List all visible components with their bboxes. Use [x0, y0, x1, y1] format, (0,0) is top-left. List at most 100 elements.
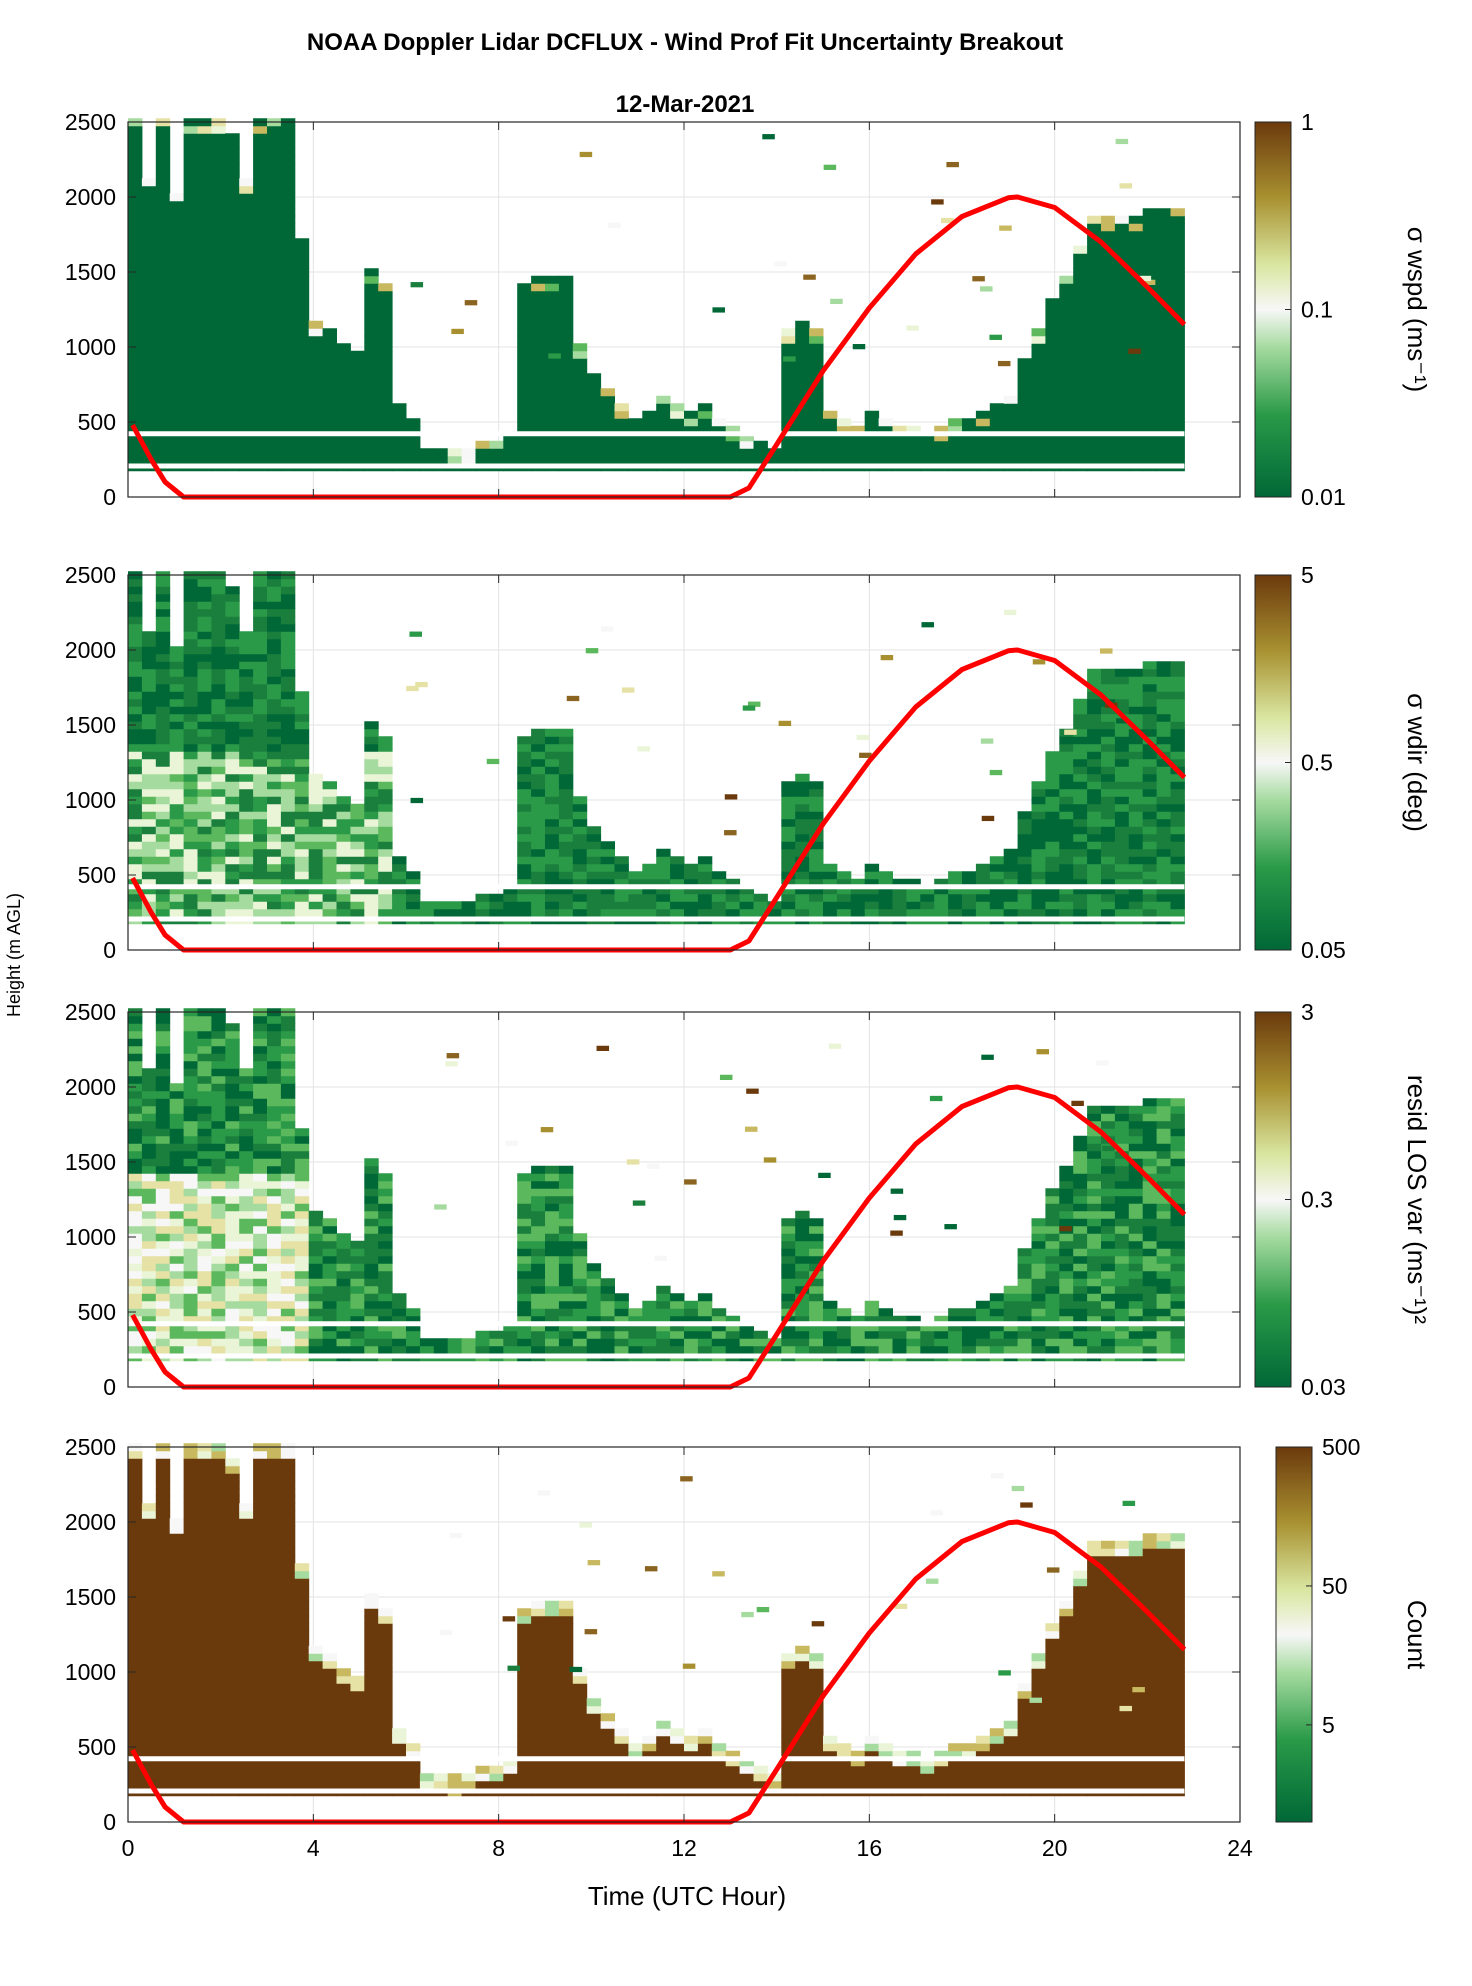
heatmap-cell	[1101, 773, 1116, 782]
heatmap-cell	[239, 200, 254, 209]
heatmap-cell	[1114, 1105, 1130, 1114]
heatmap-cell	[280, 1345, 296, 1354]
heatmap-cell	[572, 358, 588, 367]
heatmap-cell	[183, 721, 198, 730]
heatmap-cell	[1059, 335, 1074, 344]
heatmap-cell	[253, 878, 268, 887]
heatmap-cell	[406, 440, 421, 449]
heatmap-cell	[239, 1135, 254, 1144]
heatmap-cell	[989, 418, 1005, 427]
heatmap-cell	[128, 163, 143, 172]
heatmap-cell	[364, 440, 379, 449]
heatmap-cell	[267, 1120, 282, 1129]
heatmap-cell	[336, 403, 351, 412]
heatmap-cell	[864, 908, 880, 917]
heatmap-cell	[558, 796, 574, 805]
heatmap-cell	[308, 395, 324, 404]
heatmap-cell	[197, 1593, 212, 1602]
heatmap-cell	[253, 373, 268, 382]
y-tick-label: 2000	[65, 184, 116, 210]
heatmap-cell	[531, 871, 546, 880]
heatmap-cell	[169, 1173, 185, 1182]
heatmap-cell	[586, 1263, 602, 1272]
heatmap-cell	[1128, 1188, 1144, 1197]
heatmap-cell	[1170, 1263, 1185, 1272]
heatmap-cell	[545, 328, 560, 337]
heatmap-cell	[962, 908, 977, 917]
heatmap-cell	[141, 1180, 157, 1189]
heatmap-cell	[155, 1248, 171, 1257]
heatmap-cell	[447, 455, 463, 464]
heatmap-cell	[572, 395, 588, 404]
heatmap-cell	[253, 313, 268, 322]
heatmap-cell	[1003, 418, 1019, 427]
heatmap-cell	[267, 1188, 282, 1197]
heatmap-cell	[197, 1705, 212, 1714]
heatmap-cell	[239, 886, 254, 895]
heatmap-cell	[197, 1225, 212, 1234]
heatmap-cell	[225, 1173, 240, 1182]
heatmap-cell	[155, 608, 171, 617]
heatmap-cell	[155, 1345, 171, 1354]
heatmap-cell	[280, 433, 296, 442]
heatmap-cell	[155, 1713, 171, 1722]
heatmap-cell	[364, 908, 379, 917]
heatmap-cell	[169, 193, 185, 202]
heatmap-cell	[1031, 1240, 1046, 1249]
heatmap-cell	[531, 1165, 546, 1174]
heatmap-cell-sparse	[596, 1045, 610, 1051]
heatmap-cell	[128, 1165, 143, 1174]
heatmap-cell	[642, 418, 657, 427]
heatmap-cell	[531, 1173, 546, 1182]
heatmap-cell	[183, 425, 198, 434]
heatmap-cell	[433, 908, 449, 917]
heatmap-cell	[975, 410, 991, 419]
heatmap-cell	[1059, 848, 1074, 857]
heatmap-cell	[183, 1698, 198, 1707]
heatmap-cell	[322, 1225, 337, 1234]
heatmap-cell	[795, 1225, 810, 1234]
heatmap-cell	[475, 1338, 490, 1347]
heatmap-cell	[531, 1203, 546, 1212]
heatmap-cell	[197, 608, 212, 617]
heatmap-cell	[697, 886, 713, 895]
heatmap-cell	[1087, 766, 1102, 775]
heatmap-cell	[461, 1338, 476, 1347]
heatmap-cell	[1114, 268, 1130, 277]
heatmap-cell	[183, 1690, 198, 1699]
heatmap-cell	[239, 1338, 254, 1347]
heatmap-cell	[1156, 230, 1171, 239]
heatmap-cell	[517, 848, 532, 857]
heatmap-cell	[406, 1338, 421, 1347]
heatmap-cell	[600, 455, 615, 464]
heatmap-cell	[1128, 380, 1144, 389]
heatmap-cell	[1031, 1263, 1046, 1272]
heatmap-cell	[1045, 841, 1060, 850]
heatmap-cell	[1031, 373, 1046, 382]
heatmap-cell	[128, 736, 143, 745]
heatmap-cell	[294, 335, 310, 344]
heatmap-cell	[155, 646, 171, 655]
heatmap-cell	[197, 871, 212, 880]
heatmap-cell	[183, 1615, 198, 1624]
heatmap-cell	[1073, 388, 1088, 397]
heatmap-cell	[308, 841, 324, 850]
heatmap-cell	[1114, 871, 1130, 880]
heatmap-cell	[294, 418, 310, 427]
heatmap-cell	[128, 698, 143, 707]
heatmap-cell	[781, 343, 796, 352]
heatmap-cell	[350, 908, 365, 917]
heatmap-cell	[155, 305, 171, 314]
heatmap-cell	[308, 418, 324, 427]
heatmap-cell	[364, 886, 379, 895]
heatmap-cell	[141, 1075, 157, 1084]
heatmap-cell	[906, 878, 921, 887]
heatmap-cell	[197, 1150, 212, 1159]
heatmap-cell	[364, 751, 379, 760]
heatmap-cell	[1087, 1263, 1102, 1272]
heatmap-cell	[545, 766, 560, 775]
heatmap-cell	[169, 1300, 185, 1309]
heatmap-cell	[253, 1248, 268, 1257]
heatmap-cell	[128, 373, 143, 382]
heatmap-cell	[572, 343, 588, 352]
